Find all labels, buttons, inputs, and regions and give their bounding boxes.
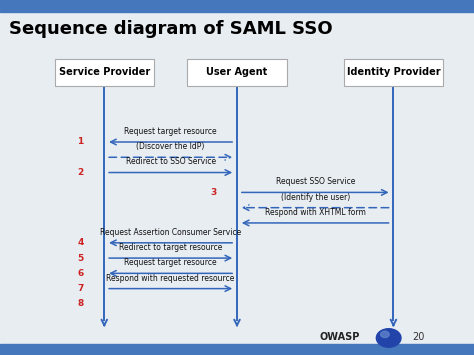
Text: Respond with XHTML form: Respond with XHTML form [265,208,365,217]
Text: Sequence diagram of SAML SSO: Sequence diagram of SAML SSO [9,20,333,38]
Text: Request Assertion Consumer Service: Request Assertion Consumer Service [100,228,241,237]
Bar [0,0,474,12]
Text: 4: 4 [77,238,84,247]
Text: 20: 20 [412,332,425,342]
FancyBboxPatch shape [344,59,443,86]
Text: Service Provider: Service Provider [59,67,150,77]
Text: Request target resource: Request target resource [124,127,217,136]
FancyBboxPatch shape [55,59,154,86]
Text: 7: 7 [77,284,84,293]
Circle shape [376,329,401,347]
Text: 1: 1 [77,137,84,147]
Text: OWASP: OWASP [320,332,360,342]
Text: Request target resource: Request target resource [124,258,217,267]
Text: User Agent: User Agent [206,67,268,77]
Text: Request SSO Service: Request SSO Service [275,178,355,186]
Text: Redirect to SSO Service: Redirect to SSO Service [126,158,216,166]
Text: Redirect to target resource: Redirect to target resource [119,243,222,252]
FancyBboxPatch shape [187,59,287,86]
Text: 6: 6 [77,269,84,278]
Text: Respond with requested resource: Respond with requested resource [107,274,235,283]
Bar [0,344,474,355]
Text: (Identify the user): (Identify the user) [281,193,350,202]
Text: Identity Provider: Identity Provider [346,67,440,77]
Text: 3: 3 [210,188,217,197]
Text: 8: 8 [77,299,84,308]
Text: 2: 2 [77,168,84,177]
Text: (Discover the IdP): (Discover the IdP) [137,142,205,151]
Circle shape [381,331,389,338]
Text: 5: 5 [77,253,84,263]
